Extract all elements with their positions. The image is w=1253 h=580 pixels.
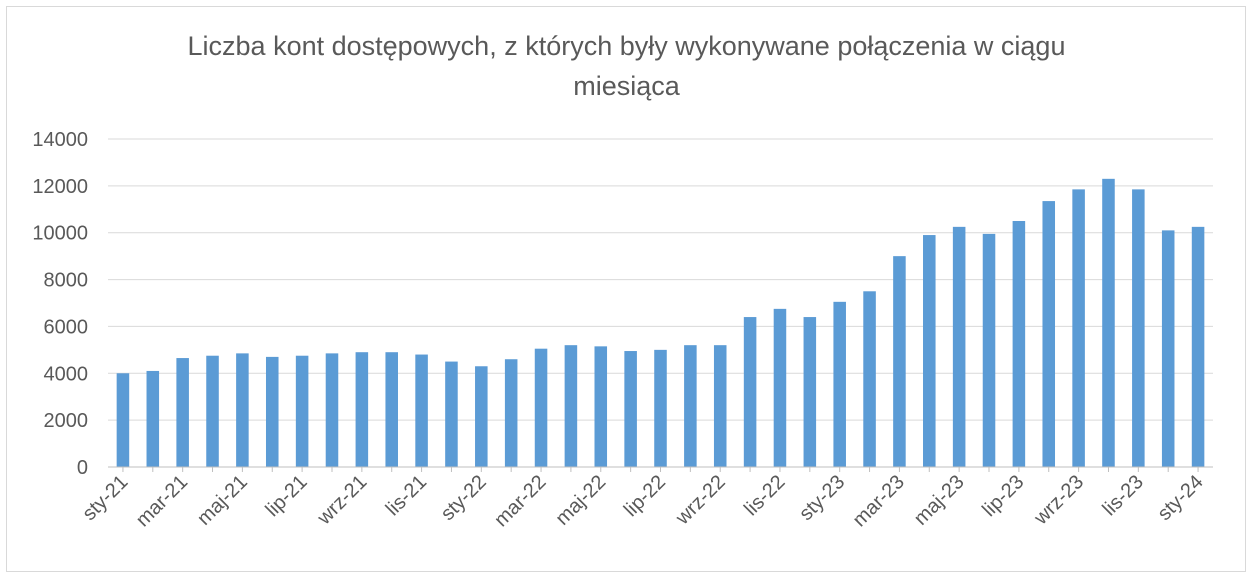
x-tick-label: lis-23 (1099, 471, 1148, 520)
y-tick-label: 12000 (32, 176, 88, 198)
bar (534, 348, 548, 467)
bar (952, 226, 966, 467)
y-tick-label: 14000 (32, 129, 88, 151)
chart-title: Liczba kont dostępowych, z których były … (0, 26, 1253, 106)
bar (893, 256, 906, 467)
bar (982, 233, 996, 467)
y-axis-ticks: 0 2000 4000 6000 8000 10000 12000 14000 (32, 129, 88, 479)
y-tick-label: 2000 (44, 410, 89, 432)
bar (713, 345, 727, 467)
bar (1161, 230, 1175, 467)
chart-frame (6, 6, 1246, 572)
gridlines (108, 138, 1213, 421)
bar (295, 355, 309, 467)
x-tick-label: wrz-21 (313, 471, 372, 530)
bar (1191, 226, 1205, 467)
bar (564, 345, 578, 467)
chart-title-line-2: miesiąca (573, 71, 680, 101)
bar (445, 361, 458, 467)
bar (654, 349, 667, 467)
bar (504, 359, 518, 467)
bar (475, 366, 488, 467)
bar (1042, 201, 1056, 468)
x-tick-label: lis-22 (740, 471, 789, 520)
x-tick-label: lip-22 (620, 471, 670, 521)
x-tick-label: sty-21 (78, 471, 132, 525)
bar (594, 346, 608, 467)
bar (146, 370, 160, 467)
bar (236, 353, 249, 467)
bar (415, 354, 428, 467)
bar (355, 352, 369, 467)
bar (624, 351, 637, 467)
x-axis-ticks: sty-21 mar-21 maj-21 lip-21 wrz-21 lis-21 sty-… (78, 471, 1207, 531)
x-tick-label: maj-22 (552, 471, 611, 530)
y-tick-label: 4000 (44, 363, 89, 385)
chart-title-line-1: Liczba kont dostępowych, z których były … (187, 31, 1066, 61)
bar (743, 317, 757, 467)
bar (923, 235, 936, 467)
x-tick-label: maj-21 (193, 471, 252, 530)
bar (684, 345, 697, 467)
y-tick-label: 6000 (44, 316, 89, 338)
x-tick-label: lip-21 (262, 471, 312, 521)
x-tick-label: lip-23 (978, 471, 1028, 521)
x-tick-label: lis-21 (382, 471, 431, 520)
bar (116, 373, 130, 467)
x-tick-label: mar-22 (490, 471, 550, 531)
y-tick-label: 8000 (44, 270, 89, 292)
bar (176, 358, 189, 467)
bar (833, 301, 846, 467)
x-tick-label: mar-21 (132, 471, 192, 531)
x-tick-label: wrz-22 (671, 471, 730, 530)
y-tick-label: 0 (77, 457, 88, 479)
x-tick-label: sty-22 (437, 471, 491, 525)
x-tick-label: sty-23 (795, 471, 849, 525)
x-tick-label: maj-23 (910, 471, 969, 530)
bars (116, 178, 1205, 468)
bar (265, 356, 279, 467)
x-axis (108, 466, 1213, 472)
x-tick-label: wrz-23 (1029, 471, 1088, 530)
bar (1102, 178, 1115, 468)
bar (1132, 189, 1145, 467)
x-tick-label: mar-23 (849, 471, 909, 531)
bar (773, 308, 787, 467)
bar (385, 352, 398, 467)
bar (206, 355, 219, 467)
x-tick-label: sty-24 (1154, 471, 1208, 525)
bar (863, 291, 876, 467)
bar (803, 317, 817, 467)
bar (1012, 221, 1026, 467)
bar (1072, 189, 1085, 467)
bar (325, 353, 339, 467)
y-tick-label: 10000 (32, 223, 88, 245)
